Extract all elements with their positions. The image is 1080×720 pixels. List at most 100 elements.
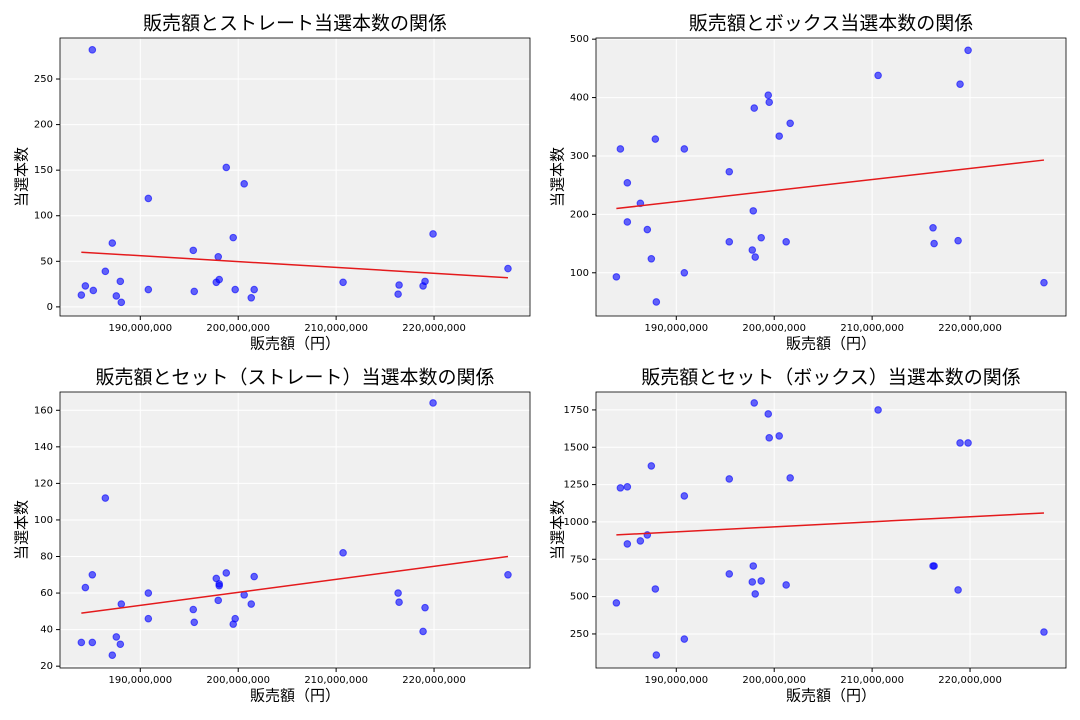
scatter-point bbox=[929, 224, 937, 232]
scatter-point bbox=[189, 605, 198, 614]
axes-frame bbox=[595, 37, 1067, 317]
scatter-point bbox=[765, 434, 774, 442]
scatter-point bbox=[623, 483, 632, 491]
scatter-point bbox=[250, 572, 258, 581]
scatter-point bbox=[144, 589, 153, 597]
scatter-point bbox=[429, 399, 437, 407]
x-tick-label: 210,000,000 bbox=[840, 323, 904, 334]
y-axis-label: 当選本数 bbox=[13, 500, 31, 560]
x-tick-label: 200,000,000 bbox=[742, 675, 806, 686]
subplot: 190,000,000 200,000,000 210,000,000 220,000… bbox=[13, 367, 531, 705]
x-axis-label: 販売額（円） bbox=[786, 687, 876, 705]
scatter-point bbox=[725, 475, 734, 483]
scatter-point bbox=[395, 598, 403, 606]
scatter-point bbox=[680, 635, 689, 643]
scatter-point bbox=[421, 277, 429, 286]
scatter-point bbox=[786, 474, 794, 482]
subplot: 190,000,000 200,000,000 210,000,000 220,000… bbox=[549, 13, 1067, 353]
y-tick-label: 300 bbox=[570, 151, 589, 162]
y-tick-label: 100 bbox=[570, 268, 589, 279]
scatter-point bbox=[616, 484, 625, 492]
y-tick-label: 1250 bbox=[564, 480, 589, 491]
scatter-point bbox=[786, 119, 794, 128]
scatter-point bbox=[751, 590, 760, 598]
scatter-point bbox=[117, 600, 126, 608]
scatter-point bbox=[144, 285, 153, 294]
scatter-point bbox=[775, 132, 784, 140]
scatter-point bbox=[749, 207, 758, 215]
scatter-point bbox=[215, 275, 224, 284]
scatter-point bbox=[1040, 278, 1048, 287]
scatter-point bbox=[647, 462, 656, 470]
trend-line bbox=[616, 159, 1045, 210]
y-tick-label: 250 bbox=[570, 629, 589, 640]
x-axis-label: 販売額（円） bbox=[250, 335, 340, 353]
scatter-point bbox=[623, 218, 632, 226]
x-axis-label: 販売額（円） bbox=[786, 335, 876, 353]
scatter-point bbox=[1040, 628, 1048, 636]
trend-line bbox=[616, 512, 1045, 536]
scatter-point bbox=[643, 225, 652, 234]
scatter-point bbox=[88, 46, 97, 54]
scatter-point bbox=[247, 600, 256, 608]
x-tick-label: 220,000,000 bbox=[938, 323, 1002, 334]
y-tick-label: 1500 bbox=[564, 442, 589, 453]
scatter-point bbox=[750, 399, 759, 407]
scatter-point bbox=[144, 194, 153, 203]
x-tick-label: 210,000,000 bbox=[304, 323, 368, 334]
scatter-point bbox=[116, 277, 125, 286]
y-tick-label: 50 bbox=[40, 256, 53, 267]
chart-title: 販売額とセット（ボックス）当選本数の関係 bbox=[641, 367, 1020, 389]
chart-title: 販売額とストレート当選本数の関係 bbox=[143, 13, 447, 35]
trend-line bbox=[81, 251, 509, 279]
y-axis-label: 当選本数 bbox=[13, 147, 31, 207]
x-tick-label: 190,000,000 bbox=[108, 323, 172, 334]
scatter-point bbox=[751, 253, 760, 261]
scatter-point bbox=[757, 577, 765, 585]
scatter-point bbox=[616, 145, 625, 153]
y-tick-label: 40 bbox=[40, 625, 53, 636]
scatter-point bbox=[116, 640, 125, 649]
scatter-point bbox=[112, 292, 121, 300]
scatter-point bbox=[612, 273, 621, 281]
scatter-point bbox=[964, 439, 972, 447]
scatter-point bbox=[231, 614, 239, 623]
y-tick-label: 100 bbox=[34, 211, 53, 222]
scatter-point bbox=[214, 252, 223, 261]
scatter-point bbox=[748, 578, 757, 586]
trend-line bbox=[81, 555, 509, 614]
scatter-point bbox=[874, 406, 882, 414]
scatter-point bbox=[189, 246, 198, 255]
plot-area bbox=[596, 392, 1066, 668]
scatter-point bbox=[81, 282, 90, 290]
scatter-point bbox=[214, 596, 223, 605]
scatter-point bbox=[339, 278, 347, 287]
x-tick-label: 190,000,000 bbox=[108, 675, 172, 686]
scatter-point bbox=[112, 633, 121, 641]
scatter-point bbox=[680, 145, 689, 153]
y-tick-label: 200 bbox=[570, 209, 589, 220]
scatter-point bbox=[101, 267, 110, 276]
scatter-point bbox=[190, 287, 199, 296]
y-tick-label: 60 bbox=[40, 588, 53, 599]
y-axis-label: 当選本数 bbox=[549, 147, 567, 207]
scatter-point bbox=[765, 98, 774, 107]
x-tick-label: 210,000,000 bbox=[840, 675, 904, 686]
scatter-point bbox=[117, 298, 126, 307]
scatter-point bbox=[954, 586, 962, 594]
x-tick-label: 220,000,000 bbox=[402, 675, 466, 686]
x-axis-label: 販売額（円） bbox=[250, 687, 340, 705]
scatter-point bbox=[421, 603, 429, 612]
y-tick-label: 150 bbox=[34, 165, 53, 176]
scatter-point bbox=[680, 268, 689, 277]
y-tick-label: 1000 bbox=[564, 517, 589, 528]
y-tick-label: 250 bbox=[34, 74, 53, 85]
y-tick-label: 20 bbox=[40, 661, 53, 672]
y-tick-label: 400 bbox=[570, 93, 589, 104]
scatter-point bbox=[956, 80, 964, 88]
x-tick-label: 210,000,000 bbox=[304, 675, 368, 686]
plot-area bbox=[596, 38, 1066, 316]
scatter-point bbox=[77, 291, 86, 299]
y-tick-label: 500 bbox=[570, 34, 589, 45]
